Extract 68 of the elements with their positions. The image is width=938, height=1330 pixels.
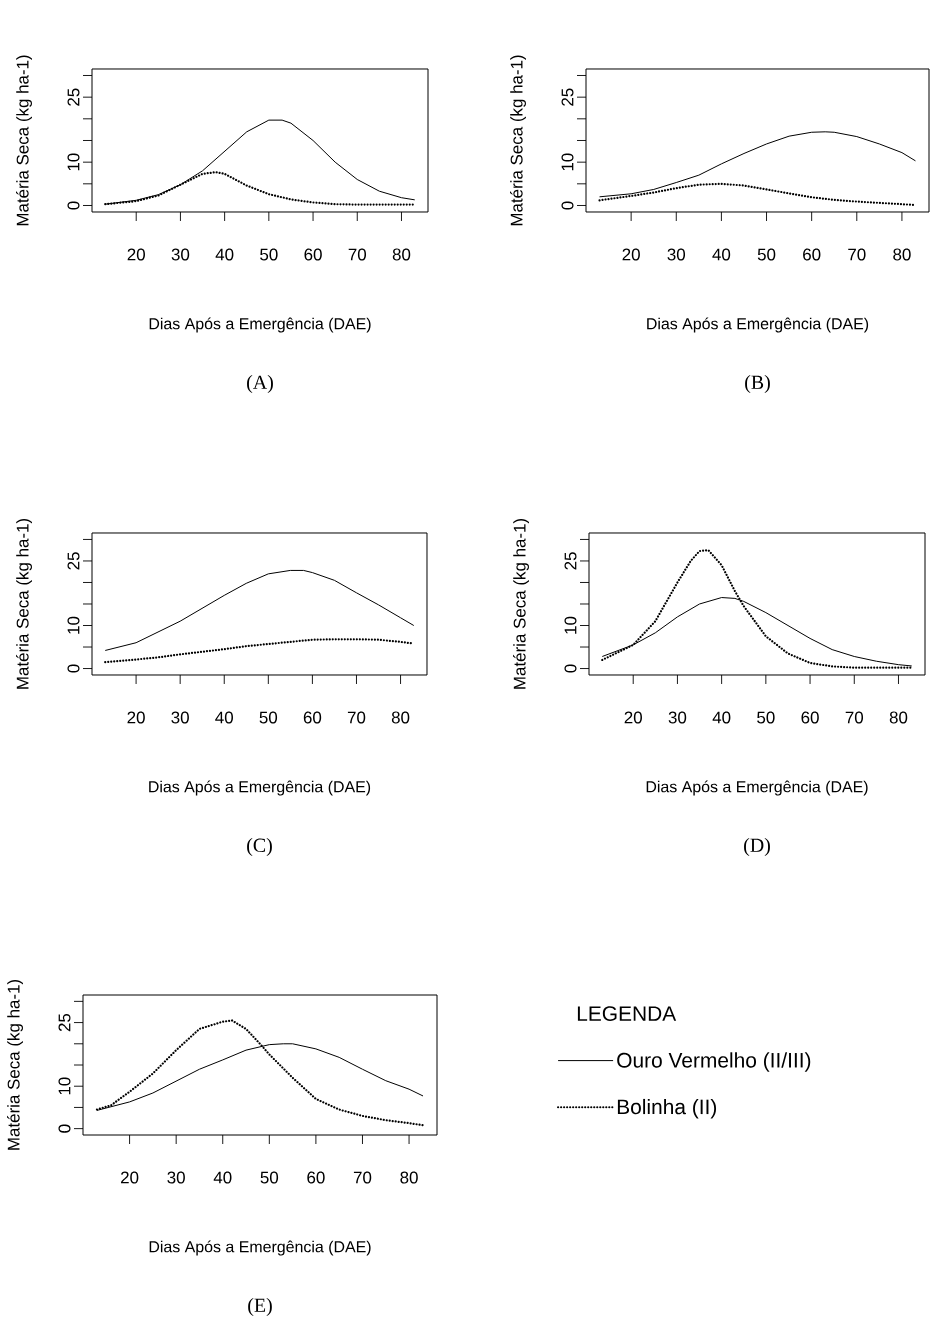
- legend-label: Bolinha (II): [617, 1098, 717, 1119]
- text: (A): [247, 374, 273, 394]
- x-tick-label: 80: [889, 711, 908, 724]
- x-axis-title: Dias Após a Emergência (DAE): [647, 317, 869, 333]
- x-axis-title: Dias Após a Emergência (DAE): [149, 317, 371, 333]
- y-tick-label: 10: [58, 1077, 71, 1095]
- x-tick-label: 50: [260, 248, 278, 261]
- x-tick-label: 40: [712, 711, 731, 724]
- y-axis-title: Matéria Seca (kg ha-1): [16, 518, 32, 689]
- x-tick-label: 80: [392, 248, 411, 261]
- x-tick-label: 20: [127, 711, 145, 724]
- y-axis-title: Matéria Seca (kg ha-1): [513, 518, 529, 689]
- x-tick-label: 40: [215, 711, 233, 724]
- x-tick-label: 70: [848, 248, 866, 261]
- x-tick-label: 30: [171, 248, 190, 261]
- y-tick-label: 10: [67, 616, 80, 634]
- y-tick-label: 25: [58, 1013, 71, 1032]
- x-tick-label: 80: [893, 248, 911, 261]
- y-tick-label: 10: [561, 153, 574, 171]
- x-tick-label: 50: [757, 248, 776, 261]
- legend-title: LEGENDA: [577, 1006, 677, 1021]
- y-tick-label: 0: [58, 1124, 71, 1133]
- x-tick-label: 80: [400, 1171, 418, 1184]
- y-axis-title: Matéria Seca (kg ha-1): [510, 55, 526, 226]
- x-tick-label: 20: [121, 1171, 139, 1184]
- x-axis-title: Dias Após a Emergência (DAE): [149, 780, 371, 796]
- y-tick-label: 10: [564, 616, 577, 634]
- x-tick-label: 20: [624, 711, 642, 724]
- text: (B): [745, 374, 770, 394]
- y-axis-title: Matéria Seca (kg ha-1): [7, 979, 23, 1150]
- x-tick-label: 70: [353, 1171, 372, 1184]
- y-tick-label: 25: [67, 88, 80, 106]
- y-tick-label: 0: [67, 201, 80, 210]
- y-tick-label: 25: [67, 552, 80, 570]
- x-tick-label: 30: [667, 248, 686, 261]
- y-tick-label: 0: [67, 664, 80, 673]
- x-tick-label: 30: [668, 711, 687, 724]
- x-tick-label: 50: [757, 711, 775, 724]
- x-tick-label: 20: [127, 248, 145, 261]
- x-tick-label: 70: [348, 248, 367, 261]
- text: (C): [247, 837, 272, 857]
- y-tick-label: 25: [561, 88, 574, 106]
- x-tick-label: 80: [391, 711, 410, 724]
- y-tick-label: 0: [564, 664, 577, 673]
- x-tick-label: 20: [622, 248, 640, 261]
- x-tick-label: 40: [213, 1171, 232, 1184]
- x-tick-label: 60: [803, 248, 821, 261]
- x-tick-label: 50: [259, 711, 278, 724]
- x-tick-label: 60: [801, 711, 819, 724]
- text: (D): [744, 837, 770, 857]
- x-axis-title: Dias Após a Emergência (DAE): [646, 780, 868, 796]
- x-tick-label: 40: [215, 248, 234, 261]
- legend-label: Ouro Vermelho (II/III): [617, 1052, 811, 1072]
- x-tick-label: 60: [304, 248, 322, 261]
- x-tick-label: 30: [171, 711, 189, 724]
- x-tick-label: 60: [307, 1171, 325, 1184]
- y-tick-label: 10: [67, 153, 80, 171]
- x-tick-label: 50: [260, 1171, 279, 1184]
- y-tick-label: 0: [561, 201, 574, 210]
- x-tick-label: 70: [845, 711, 864, 724]
- x-tick-label: 60: [303, 711, 322, 724]
- x-axis-title: Dias Após a Emergência (DAE): [149, 1240, 371, 1256]
- x-tick-label: 70: [347, 711, 366, 724]
- y-tick-label: 25: [564, 552, 577, 570]
- x-tick-label: 30: [167, 1171, 185, 1184]
- text: (E): [248, 1297, 272, 1317]
- x-tick-label: 40: [712, 248, 731, 261]
- y-axis-title: Matéria Seca (kg ha-1): [16, 55, 32, 226]
